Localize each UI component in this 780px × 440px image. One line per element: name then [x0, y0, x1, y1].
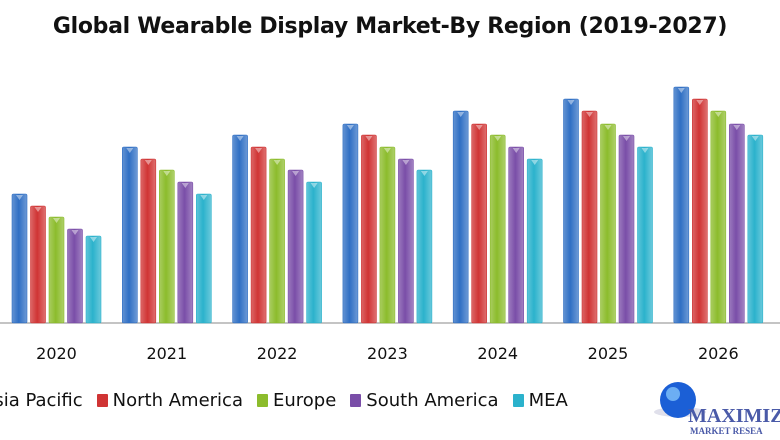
bar-highlight [604, 125, 612, 130]
bar-highlight [126, 148, 134, 153]
legend-label: Europe [272, 390, 337, 411]
bar-highlight [236, 136, 244, 141]
svg-text:MARKET RESEA: MARKET RESEA [690, 426, 763, 436]
bar-highlight [512, 148, 520, 153]
legend-swatch [512, 394, 524, 407]
bar-highlight [292, 171, 300, 176]
bar-europe-2021 [159, 169, 175, 324]
bar-south-america-2020 [67, 228, 83, 324]
bar-highlight [567, 100, 575, 105]
bar-highlight [383, 148, 391, 153]
legend-item: North America [96, 390, 243, 411]
bar-highlight [677, 88, 685, 93]
bar-asia-pacific-2021 [122, 146, 138, 324]
legend-item: Asia Pacific [0, 390, 83, 411]
bar-highlight [531, 160, 539, 165]
bar-north-america-2021 [140, 158, 157, 324]
bar-highlight [90, 237, 97, 242]
legend-item: MEA [512, 390, 568, 411]
bar-north-america-2024 [471, 123, 488, 324]
bar-highlight [273, 160, 281, 165]
legend-item: South America [350, 390, 499, 411]
bar-south-america-2023 [398, 158, 414, 324]
bar-mea-2022 [306, 181, 322, 324]
bar-highlight [623, 136, 630, 141]
bar-south-america-2022 [287, 169, 304, 324]
bar-chart: 2020 2021 2022 2023 2024 2025 2026 [0, 86, 780, 363]
bar-mea-2025 [637, 146, 653, 324]
bar-north-america-2023 [361, 134, 377, 324]
legend-swatch [96, 394, 108, 407]
bar-north-america-2022 [250, 146, 267, 324]
bar-mea-2024 [526, 158, 543, 324]
bar-highlight [457, 112, 465, 117]
bar-highlight [494, 136, 502, 141]
bar-asia-pacific-2026 [673, 86, 690, 324]
bar-mea-2026 [747, 134, 764, 324]
bar-highlight [365, 136, 373, 141]
bar-asia-pacific-2020 [11, 193, 28, 324]
x-tick-label: 2020 [36, 344, 77, 363]
bar-asia-pacific-2022 [232, 134, 248, 324]
bar-highlight [144, 160, 152, 165]
bar-highlight [641, 148, 649, 153]
bar-highlight [733, 125, 741, 130]
bar-highlight [255, 148, 263, 153]
x-tick-label: 2023 [367, 344, 408, 363]
x-tick-label: 2024 [477, 344, 518, 363]
bar-south-america-2025 [618, 134, 635, 324]
bar-highlight [475, 125, 483, 130]
x-tick-label: 2021 [146, 344, 187, 363]
maximize-logo: MAXIMIZ MARKET RESEA [654, 382, 780, 436]
legend-label: South America [366, 390, 499, 411]
bar-mea-2021 [196, 193, 212, 324]
bar-highlight [714, 112, 722, 117]
bar-highlight [402, 160, 410, 165]
svg-text:MAXIMIZ: MAXIMIZ [688, 405, 780, 427]
bar-highlight [181, 183, 189, 188]
bar-mea-2020 [85, 235, 102, 324]
bar-north-america-2026 [691, 98, 708, 324]
bar-asia-pacific-2023 [342, 123, 359, 324]
bar-europe-2026 [710, 110, 727, 324]
chart-title: Global Wearable Display Market-By Region… [52, 14, 728, 39]
bar-highlight [71, 230, 79, 235]
bar-highlight [310, 183, 318, 188]
bar-south-america-2024 [508, 146, 525, 324]
bar-north-america-2025 [581, 110, 598, 324]
bar-europe-2025 [600, 123, 616, 324]
bar-south-america-2026 [728, 123, 745, 324]
bar-highlight [751, 136, 759, 141]
x-tick-label: 2022 [257, 344, 298, 363]
bar-highlight [16, 195, 23, 200]
legend-swatch [350, 394, 362, 407]
bar-highlight [420, 171, 428, 176]
legend: Asia Pacific North America Europe South Ame… [0, 390, 582, 411]
bar-highlight [346, 125, 354, 130]
legend-label: North America [112, 390, 243, 411]
bar-highlight [163, 171, 171, 176]
x-tick-label: 2025 [588, 344, 629, 363]
bar-mea-2023 [416, 169, 433, 324]
bar-europe-2023 [379, 146, 396, 324]
bar-europe-2020 [48, 216, 65, 324]
x-tick-label: 2026 [698, 344, 739, 363]
bar-europe-2024 [489, 134, 506, 324]
bar-highlight [586, 112, 593, 117]
legend-item: Europe [256, 390, 337, 411]
bar-highlight [200, 195, 208, 200]
bar-highlight [34, 207, 42, 212]
legend-swatch [256, 394, 268, 407]
bar-europe-2022 [269, 158, 285, 324]
legend-label: MEA [528, 390, 568, 411]
bar-highlight [696, 100, 704, 105]
bar-highlight [53, 218, 60, 223]
bar-north-america-2020 [30, 205, 46, 324]
bar-asia-pacific-2025 [563, 98, 579, 324]
bar-asia-pacific-2024 [452, 110, 469, 324]
legend-label: Asia Pacific [0, 390, 83, 411]
bar-south-america-2021 [177, 181, 194, 324]
